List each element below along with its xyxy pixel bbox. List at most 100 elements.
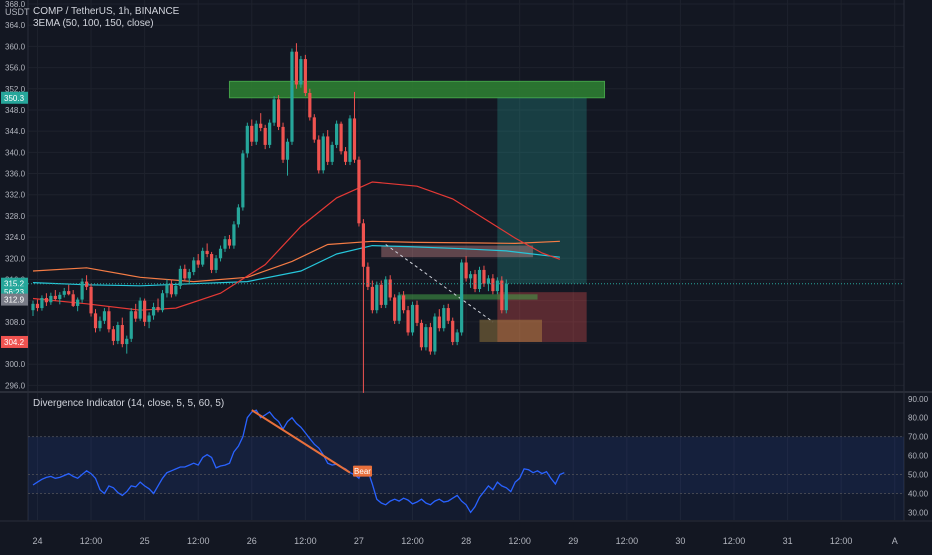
candle	[397, 292, 401, 324]
candle	[120, 317, 124, 348]
time-tick-label: 12:00	[80, 536, 103, 546]
candle	[361, 219, 366, 393]
candle	[210, 251, 214, 274]
candle	[196, 254, 200, 268]
candle	[93, 309, 98, 333]
candle-body	[143, 300, 147, 322]
candle	[406, 305, 410, 336]
candle	[419, 319, 424, 351]
candle-body	[361, 223, 366, 267]
candle-body	[464, 262, 468, 279]
candle-body	[232, 224, 236, 246]
candle-body	[107, 311, 111, 330]
candle-body	[428, 327, 432, 352]
ema-indicator-title[interactable]: 3EMA (50, 100, 150, close)	[33, 18, 154, 29]
candle-body	[147, 315, 151, 322]
candle	[460, 259, 464, 336]
candle	[53, 290, 57, 301]
candle-body	[236, 207, 240, 225]
candle	[134, 303, 138, 322]
candle	[227, 234, 232, 249]
candle-body	[84, 281, 89, 287]
candle-body	[401, 295, 406, 311]
candle-body	[433, 316, 437, 352]
symbol-title[interactable]: COMP / TetherUS, 1h, BINANCE	[33, 6, 180, 17]
candle-body	[370, 286, 374, 311]
candle	[437, 309, 441, 332]
price-tick-label: 348.0	[5, 106, 26, 115]
oscillator-tick-label: 40.00	[908, 489, 929, 498]
candle	[236, 204, 240, 228]
candle-body	[272, 99, 276, 123]
time-tick-label: 25	[140, 536, 150, 546]
price-label: 304.2	[1, 335, 28, 348]
candle-body	[455, 332, 459, 342]
candle-body	[80, 281, 84, 300]
price-tick-label: 336.0	[5, 170, 26, 179]
candle	[263, 124, 267, 150]
oscillator-title[interactable]: Divergence Indicator (14, close, 5, 5, 6…	[33, 398, 225, 409]
price-tick-label: 360.0	[5, 42, 26, 51]
candle	[352, 91, 357, 163]
candle	[379, 280, 383, 309]
candle	[165, 279, 169, 298]
candle-body	[281, 126, 285, 160]
candle	[294, 43, 299, 89]
candle	[477, 266, 482, 293]
zone-entry	[479, 319, 543, 342]
candle	[268, 119, 272, 149]
candle-body	[491, 278, 495, 292]
price-label-text: 315.2	[4, 280, 25, 289]
ema-line-1	[32, 244, 560, 287]
candle	[455, 329, 459, 346]
candle	[335, 120, 339, 149]
oscillator-tick-label: 90.00	[908, 395, 929, 404]
time-tick-label: 27	[354, 536, 364, 546]
candle	[303, 54, 307, 97]
price-tick-label: 308.0	[5, 318, 26, 327]
candle	[218, 245, 223, 262]
oscillator-band	[28, 436, 904, 494]
candle	[89, 283, 93, 317]
candle-body	[326, 136, 330, 162]
candle	[500, 276, 504, 314]
candle-body	[214, 258, 218, 270]
candle	[433, 313, 437, 355]
time-tick-label: 12:00	[294, 536, 317, 546]
candle	[62, 287, 66, 298]
oscillator-tick-label: 80.00	[908, 414, 929, 423]
candle-body	[40, 298, 44, 309]
candle-body	[201, 250, 205, 265]
time-tick-label: 28	[461, 536, 471, 546]
candle	[98, 316, 102, 332]
candle	[205, 243, 209, 258]
candle-body	[285, 141, 290, 160]
candle-body	[343, 151, 348, 162]
candle	[178, 265, 182, 289]
candle	[80, 278, 84, 303]
candle	[40, 295, 44, 311]
candle-body	[451, 320, 455, 342]
candle	[299, 55, 303, 88]
candle-body	[196, 260, 200, 265]
candle-body	[93, 313, 98, 329]
candle	[357, 156, 361, 227]
candle	[76, 297, 80, 312]
zone-resistance	[228, 80, 606, 99]
oscillator-tick-label: 50.00	[908, 471, 929, 480]
candle	[290, 48, 294, 145]
candle-body	[486, 278, 491, 284]
candle-body	[321, 136, 325, 171]
candle	[339, 121, 343, 155]
candle	[201, 247, 205, 267]
candle-body	[160, 293, 165, 311]
candle	[330, 141, 334, 166]
price-tick-label: 344.0	[5, 127, 26, 136]
candle-body	[415, 304, 419, 323]
candle	[504, 279, 508, 314]
candle-body	[111, 329, 115, 341]
candle-body	[335, 123, 339, 145]
dashed-trendline	[385, 244, 494, 323]
candle	[401, 291, 406, 314]
